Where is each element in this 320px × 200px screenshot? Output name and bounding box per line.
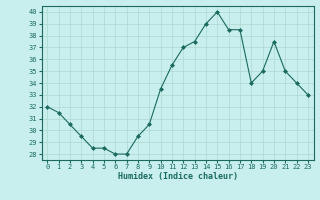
X-axis label: Humidex (Indice chaleur): Humidex (Indice chaleur) — [118, 172, 237, 181]
